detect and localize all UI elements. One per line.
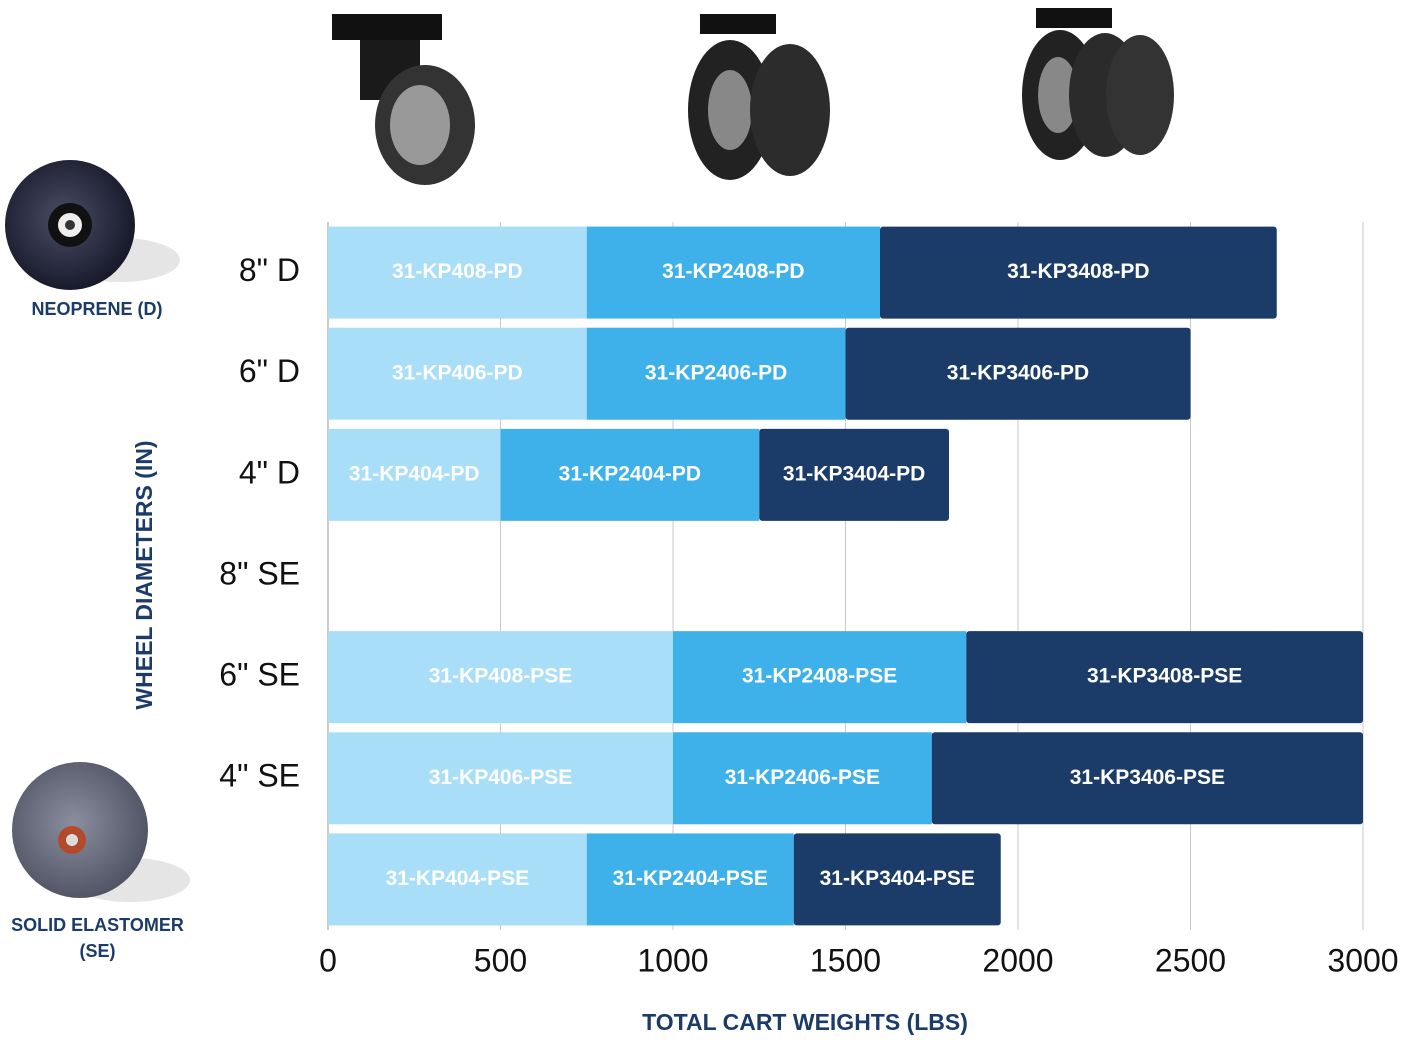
y-tick-label: 8" D [239, 252, 300, 288]
bar-segment [793, 833, 1001, 926]
bar-segment [328, 631, 673, 724]
y-tick-label: 4" SE [219, 758, 300, 794]
segment-label: 31-KP2406-PSE [725, 766, 880, 789]
segment-label: 31-KP3408-PD [1007, 260, 1149, 283]
segment-label: 31-KP2404-PSE [613, 867, 768, 890]
segment-label: 31-KP408-PD [392, 260, 523, 283]
bar-segment [673, 631, 967, 724]
y-axis-title: WHEEL DIAMETERS (IN) [131, 440, 157, 709]
x-tick-label: 2500 [1155, 942, 1226, 978]
x-axis-title: TOTAL CART WEIGHTS (LBS) [642, 1009, 968, 1035]
y-tick-label: 8" SE [219, 555, 300, 591]
segment-label: 31-KP2404-PD [559, 462, 701, 485]
caster-single [332, 14, 475, 185]
x-tick-label: 2000 [982, 942, 1053, 978]
bar-segment [966, 631, 1363, 724]
x-tick-label: 3000 [1327, 942, 1398, 978]
segment-label: 31-KP3406-PD [947, 361, 1089, 384]
annotation-wrap: SOLID ELASTOMER (SE) [11, 915, 184, 961]
segment-label: 31-KP406-PSE [429, 766, 573, 789]
bar-segment [328, 833, 587, 926]
bar-segment [673, 732, 932, 825]
segment-label: 31-KP408-PSE [429, 665, 573, 688]
bar-segment [500, 428, 760, 521]
y-tick-label: 6" D [239, 353, 300, 389]
segment-label: 31-KP3406-PSE [1070, 766, 1225, 789]
segment-label: 31-KP3404-PSE [820, 867, 975, 890]
x-tick-label: 1500 [810, 942, 881, 978]
bar-segment [328, 732, 673, 825]
x-tick-label: 1000 [637, 942, 708, 978]
elastomer-wheel [12, 762, 190, 902]
bar-segment [586, 327, 846, 420]
segment-label: 31-KP3408-PSE [1087, 665, 1242, 688]
segment-label: 31-KP404-PSE [386, 867, 530, 890]
x-tick-label: 500 [474, 942, 527, 978]
segment-label: 31-KP3404-PD [783, 462, 925, 485]
caster-dual [688, 14, 830, 180]
bar-segment [586, 226, 880, 319]
segment-label: 31-KP2406-PD [645, 361, 787, 384]
segment-label: 31-KP2408-PSE [742, 665, 897, 688]
x-tick-label: 0 [319, 942, 337, 978]
y-tick-label: 6" SE [219, 657, 300, 693]
neoprene-wheel [5, 160, 180, 290]
segment-label: 31-KP404-PD [349, 462, 480, 485]
annotation: SOLID ELASTOMER (SE) [11, 915, 184, 961]
bar-segment [328, 327, 587, 420]
segment-label: 31-KP406-PD [392, 361, 523, 384]
y-tick-label: 4" D [239, 454, 300, 490]
bar-segment [759, 428, 949, 521]
annotation: NEOPRENE (D) [31, 299, 162, 319]
bar-segment [586, 833, 794, 926]
bar-segment [880, 226, 1277, 319]
bar-segment [328, 226, 587, 319]
bar-segment [845, 327, 1191, 420]
segment-label: 31-KP2408-PD [662, 260, 804, 283]
bar-segment [931, 732, 1363, 825]
caster-triple [1022, 8, 1174, 160]
bar-segment [328, 428, 501, 521]
